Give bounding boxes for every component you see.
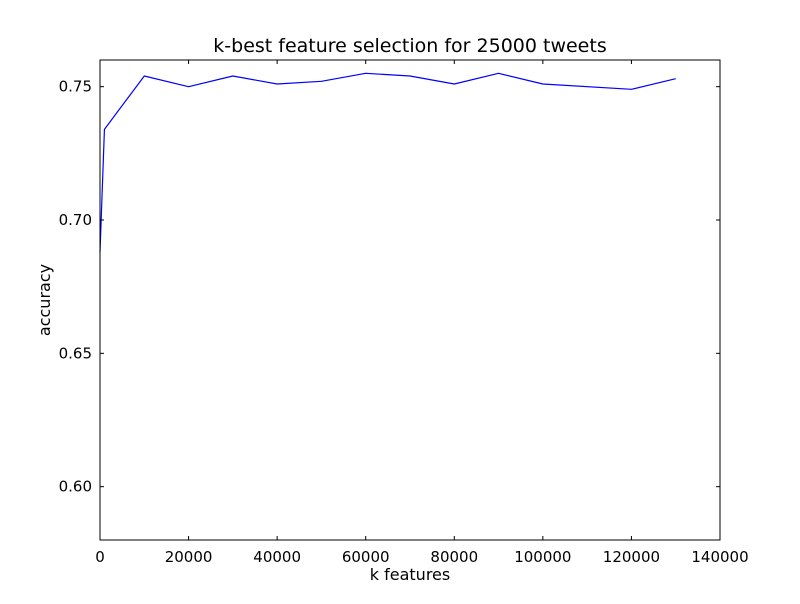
data-point [103, 128, 105, 130]
x-tick-label: 40000 [253, 548, 301, 566]
y-tick-label: 0.60 [59, 478, 92, 496]
data-point [630, 88, 632, 90]
y-tick-label: 0.70 [59, 211, 92, 229]
data-point [143, 75, 145, 77]
data-point [276, 83, 278, 85]
data-point [365, 72, 367, 74]
series-line [99, 72, 676, 253]
x-tick-label: 100000 [514, 548, 571, 566]
y-axis-label: accuracy [35, 264, 54, 336]
x-tick-label: 20000 [165, 548, 213, 566]
data-point [542, 83, 544, 85]
data-point [187, 85, 189, 87]
x-tick-label: 60000 [342, 548, 390, 566]
plot-frame [99, 59, 721, 541]
chart-title: k-best feature selection for 25000 tweet… [213, 35, 606, 57]
x-tick-label: 140000 [691, 548, 748, 566]
data-point [497, 72, 499, 74]
plot-area [100, 60, 720, 540]
x-tick-label: 120000 [603, 548, 660, 566]
x-tick-label: 80000 [430, 548, 478, 566]
x-axis-label: k features [370, 565, 450, 584]
y-tick-label: 0.65 [59, 344, 92, 362]
series-layer [99, 72, 677, 253]
data-point [409, 75, 411, 77]
data-point [232, 75, 234, 77]
data-point [675, 77, 677, 79]
data-point [453, 83, 455, 85]
data-point [320, 80, 322, 82]
y-tick-label: 0.75 [59, 78, 92, 96]
x-tick-label: 0 [95, 548, 105, 566]
tick-layer: 0 20000 40000 60000 80000 100000 120000 140000 0… [59, 60, 749, 566]
